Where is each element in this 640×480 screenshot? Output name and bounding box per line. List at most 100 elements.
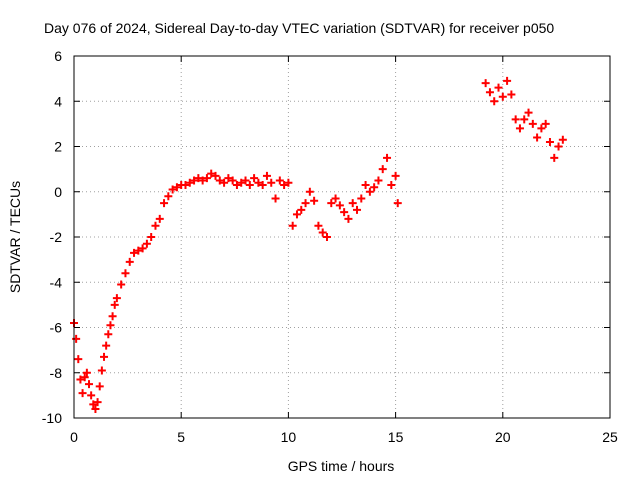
data-point (224, 174, 233, 183)
data-point (155, 214, 164, 223)
data-point (271, 194, 280, 203)
data-point (104, 330, 113, 339)
data-point (524, 108, 533, 117)
data-point (322, 233, 331, 241)
data-point (245, 180, 254, 189)
data-point (220, 178, 229, 187)
x-tick-label: 25 (602, 429, 618, 445)
data-point (374, 176, 383, 185)
chart-title: Day 076 of 2024, Sidereal Day-to-day VTE… (44, 20, 554, 36)
data-point (520, 115, 529, 124)
data-point (207, 169, 216, 178)
data-point (125, 257, 134, 266)
x-tick-label: 15 (388, 429, 404, 445)
data-point (215, 176, 224, 185)
data-point (365, 187, 374, 196)
y-tick-label: -2 (50, 229, 63, 245)
data-point (545, 137, 554, 146)
data-point (393, 199, 402, 208)
data-point (481, 79, 490, 88)
data-point (95, 382, 104, 391)
data-point (387, 180, 396, 189)
data-point (181, 180, 190, 189)
data-point (533, 133, 542, 142)
data-point (485, 88, 494, 97)
data-point (151, 221, 160, 230)
data-point (211, 171, 220, 180)
data-point (85, 380, 94, 389)
y-tick-label: 0 (54, 184, 62, 200)
data-point (391, 171, 400, 180)
data-point (202, 174, 211, 183)
data-point (194, 174, 203, 183)
axis-layer: 0 5 10 15 20 25 -10 -8 -6 -4 -2 0 2 4 6 (42, 48, 618, 445)
data-point (507, 90, 516, 99)
data-point (554, 142, 563, 151)
data-point (494, 83, 503, 92)
data-point (340, 208, 349, 217)
data-point (112, 294, 121, 303)
data-point (327, 199, 336, 208)
data-point (254, 178, 263, 187)
data-point (558, 135, 567, 144)
data-point (198, 176, 207, 185)
data-point (370, 183, 379, 192)
data-point (91, 404, 100, 413)
data-point (353, 205, 362, 214)
data-point (110, 300, 119, 309)
data-point (97, 366, 106, 375)
data-point (378, 165, 387, 174)
data-point (305, 187, 314, 196)
data-point (147, 233, 156, 241)
y-tick-label: 6 (54, 48, 62, 64)
y-tick-label: 2 (54, 139, 62, 155)
y-tick-label: -6 (50, 320, 63, 336)
data-point (262, 171, 271, 180)
y-tick-label: -8 (50, 365, 63, 381)
grid-layer (74, 56, 610, 418)
data-point (74, 355, 83, 364)
data-point (318, 228, 327, 237)
data-point (344, 214, 353, 223)
data-point (490, 97, 499, 106)
data-point (550, 153, 559, 162)
data-point (314, 221, 323, 230)
data-point (288, 221, 297, 230)
data-point (275, 176, 284, 185)
data-point (284, 178, 293, 187)
data-point (232, 180, 241, 189)
data-point (335, 201, 344, 210)
data-point (121, 269, 130, 278)
y-tick-label: -10 (42, 410, 62, 426)
data-point (190, 176, 199, 185)
data-point (108, 312, 117, 321)
data-point (292, 210, 301, 219)
y-axis-label: SDTVAR / TECUs (7, 181, 23, 293)
data-point (138, 244, 147, 253)
data-point (102, 341, 111, 350)
data-point (117, 280, 126, 289)
data-point (87, 391, 96, 400)
x-tick-label: 20 (495, 429, 511, 445)
data-point (361, 180, 370, 189)
data-point (72, 334, 81, 343)
data-point (528, 119, 537, 128)
data-point (89, 400, 98, 409)
data-point (134, 246, 143, 255)
data-point (498, 92, 507, 101)
data-point (383, 153, 392, 162)
data-point (82, 368, 91, 377)
data-point (310, 196, 319, 205)
x-tick-label: 0 (70, 429, 78, 445)
data-point (237, 178, 246, 187)
data-point (357, 194, 366, 203)
data-point (258, 180, 267, 189)
data-point (301, 199, 310, 208)
data-point (76, 375, 85, 384)
data-point (168, 185, 177, 194)
x-axis-label: GPS time / hours (288, 458, 395, 474)
data-point (503, 76, 512, 85)
y-tick-label: -4 (50, 274, 63, 290)
x-tick-label: 10 (281, 429, 297, 445)
